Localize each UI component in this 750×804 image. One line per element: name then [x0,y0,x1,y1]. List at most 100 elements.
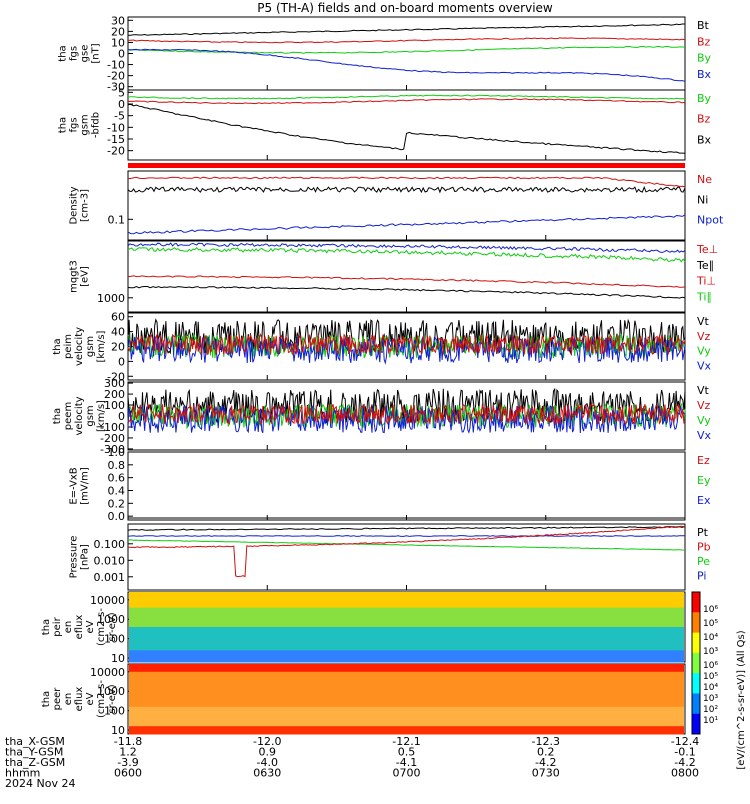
panel-frame [127,170,686,241]
panel-2: tha fgs gsm -bfdb 50-5-10-15-20 By Bz Bx [58,86,712,161]
ytick-label: 1.0 [108,446,126,459]
legend-Ex: Ex [697,494,711,507]
colorbar-tick: 10⁴ [703,633,718,643]
heatmap-row [129,706,684,712]
heatmap-row [129,710,684,716]
legend-Vy: Vy [697,345,711,358]
legend-Ni: Ni [697,193,708,206]
trace-Bx [127,48,686,82]
ytick-label: -20 [107,145,125,158]
ytick-label: 0.100 [94,538,126,551]
ylabel-line: peir [52,616,63,636]
heatmap-row [129,730,684,735]
traces [127,525,686,578]
ytick-label: 200 [104,388,125,401]
traces [127,242,686,299]
colorbar-tick: 10⁵ [703,672,718,682]
ylabel-line: [mV/m] [80,467,91,505]
ytick-label: 60 [111,311,125,324]
panel-frame [127,523,686,591]
ytick-label: 10 [111,36,125,49]
heatmap-row [129,695,684,700]
legend-Te∥: Te∥ [696,259,714,272]
heatmap-row [129,623,684,628]
ytick-label: 0 [118,355,125,368]
ylabel-line: E=-VxB [69,467,80,504]
heatmap-row [129,722,684,727]
panel-3: Density [cm-3] 0.1 Ne Ni Npot [69,163,724,241]
heatmap-row [129,646,684,651]
legend-Ti∥: Ti∥ [696,290,712,303]
ytick-label: -10 [107,59,125,72]
ytick-label: 10000 [90,594,125,607]
heatmap-row [129,718,684,723]
trace-By [127,45,686,54]
colorbar-tick: 10² [703,705,718,715]
heatmap-row [129,679,684,684]
colorbar-frame [691,591,701,735]
heatmap-cells [129,664,684,735]
legend-By: By [697,92,712,105]
ytick-label: 40 [111,326,125,339]
ytick-label: -5 [114,110,125,123]
time-tick-x: -12.0 [253,735,281,748]
panel-frame [127,16,686,91]
legend-By: By [697,52,712,65]
ylabel-line: -bfdb [91,112,102,138]
heatmap-row [129,595,684,601]
ylabel-line: en [63,693,74,706]
trace-By [127,94,686,100]
colorbar-band [692,673,700,694]
legend-Vz: Vz [697,399,711,412]
trace-Vz [127,402,686,426]
legend-Ey: Ey [697,474,711,487]
ytick-label: -100 [100,421,125,434]
heatmap-row [129,671,684,677]
time-tick-z: -4.1 [396,756,417,769]
ytick-label: 1000 [97,292,125,305]
legend-Ez: Ez [697,454,710,467]
legend-Pb: Pb [697,541,711,554]
time-tick-z: -4.2 [674,756,695,769]
ytick-label: 0 [118,98,125,111]
panel-7: E=-VxB [mV/m] 1.00.80.60.40.20.0 Ez Ey Ex [69,446,711,523]
ytick-label: 20 [111,25,125,38]
ytick-label: 0 [118,48,125,61]
trace-Vz [127,332,686,356]
ytick-label: -300 [100,443,125,456]
time-tick-x: -11.8 [114,735,142,748]
ytick-label: 0 [118,410,125,423]
heatmap-row [129,630,684,636]
traces [127,23,686,82]
ylabel-line: gsm [85,336,96,357]
time-tick-y: -0.1 [674,746,695,759]
ytick-label: 5 [118,86,125,99]
traces [127,94,686,154]
heatmap-row [129,611,684,616]
colorbar-tick: 10¹ [703,716,718,726]
ylabel-line: gsm [80,114,91,135]
colorbar-band [692,693,700,715]
ylabel-line: eV [85,692,96,705]
trace-Vy [127,402,686,430]
ylabel-line: eV [85,620,96,633]
heatmap-row [129,658,684,663]
colorbar-tick: 10³ [703,647,718,657]
legend-Pe: Pe [697,555,710,568]
heatmap-row [129,702,684,708]
time-row-label: hhmm [5,767,40,780]
figure-title: P5 (TH-A) fields and on-board moments ov… [257,1,553,15]
heatmap-row [129,650,684,655]
heatmap-row [129,603,684,609]
ylabel-line: fgs [69,117,80,132]
legend-Bz: Bz [697,113,711,126]
time-row-label: tha_X-GSM [5,735,65,748]
heatmap-row [129,664,684,669]
ytick-label: -200 [100,432,125,445]
traces [127,176,686,235]
legend-Ne: Ne [697,173,712,186]
trace-Pe [127,539,686,551]
